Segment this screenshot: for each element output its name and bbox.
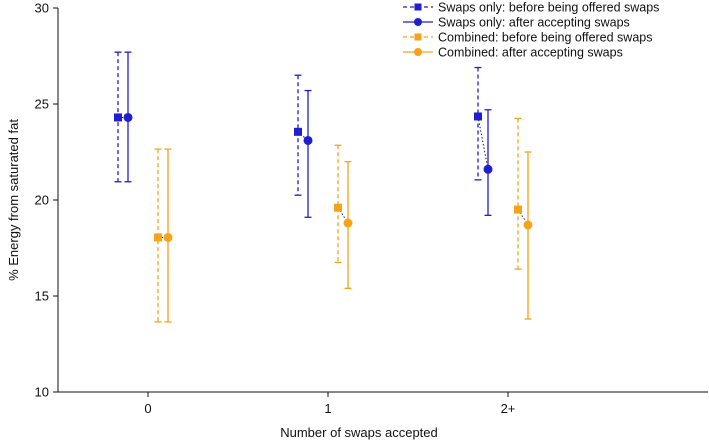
x-axis-title: Number of swaps accepted — [280, 425, 438, 440]
data-point — [483, 164, 493, 174]
legend-label: Swaps only: after accepting swaps — [438, 16, 630, 30]
legend-marker — [414, 48, 422, 56]
legend-marker — [414, 18, 422, 26]
data-point — [154, 233, 162, 242]
data-point — [334, 203, 342, 212]
x-tick-label: 2+ — [501, 401, 516, 416]
legend-marker — [414, 33, 422, 41]
series-0 — [114, 51, 482, 196]
legend-item: Swaps only: before being offered swaps — [403, 1, 659, 15]
data-point — [474, 112, 482, 121]
pair-connectors — [118, 116, 529, 238]
data-point — [514, 205, 522, 214]
data-point — [343, 218, 353, 228]
legend-marker — [414, 3, 422, 11]
legend-label: Swaps only: before being offered swaps — [438, 1, 659, 15]
series-1 — [123, 51, 493, 218]
y-tick-label: 20 — [35, 193, 49, 208]
series-group — [114, 51, 533, 323]
data-point — [523, 220, 533, 230]
data-point — [114, 113, 122, 122]
x-tick-label: 0 — [144, 401, 151, 416]
data-point — [123, 112, 133, 122]
series-2 — [154, 117, 522, 323]
legend-label: Combined: before being offered swaps — [438, 31, 653, 45]
legend-item: Swaps only: after accepting swaps — [403, 16, 630, 30]
x-tick-label: 1 — [324, 401, 331, 416]
y-tick-label: 30 — [35, 1, 49, 16]
y-tick-label: 25 — [35, 97, 49, 112]
y-tick-label: 10 — [35, 385, 49, 400]
legend-label: Combined: after accepting swaps — [438, 46, 623, 60]
pair-connector — [477, 116, 489, 170]
series-3 — [163, 148, 533, 323]
y-axis-title: % Energy from saturated fat — [6, 119, 21, 281]
legend: Swaps only: before being offered swapsSw… — [403, 1, 659, 60]
data-point — [163, 232, 173, 242]
axes: 10 15 20 25 30 0 1 2+ — [35, 1, 708, 416]
data-point — [303, 135, 313, 145]
legend-item: Combined: after accepting swaps — [403, 46, 623, 60]
y-tick-label: 15 — [35, 289, 49, 304]
legend-item: Combined: before being offered swaps — [403, 31, 653, 45]
data-point — [294, 127, 302, 136]
